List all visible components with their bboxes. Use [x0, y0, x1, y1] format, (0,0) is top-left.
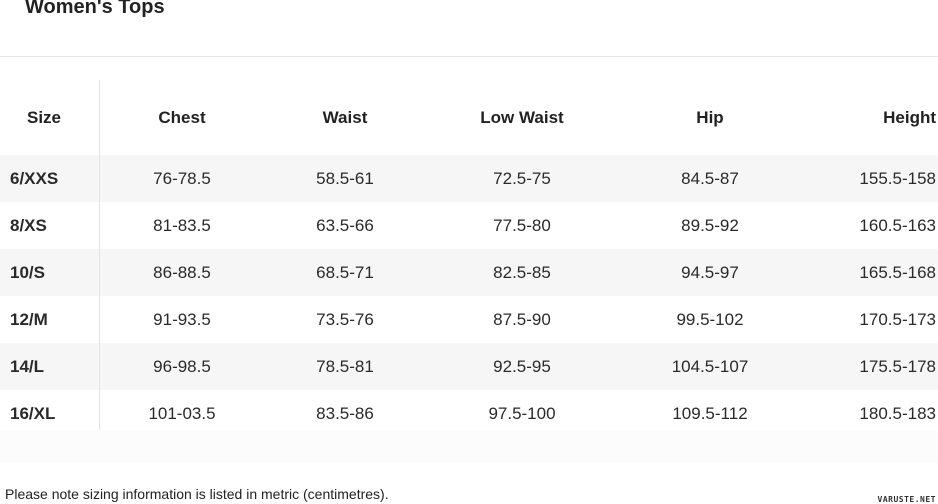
cell-low-waist: 82.5-85 — [493, 263, 551, 282]
divider — [0, 56, 938, 57]
cell-hip: 89.5-92 — [681, 216, 739, 235]
header-chest: Chest — [158, 108, 206, 127]
header-low-waist: Low Waist — [480, 108, 564, 127]
cell-height: 175.5-178 — [859, 357, 936, 376]
cell-low-waist: 97.5-100 — [488, 404, 556, 423]
cell-hip: 94.5-97 — [681, 263, 739, 282]
cell-size: 14/L — [10, 357, 45, 376]
cell-chest: 81-83.5 — [153, 216, 211, 235]
cell-size: 8/XS — [10, 216, 47, 235]
table-header-row: Size Chest Waist Low Waist Hip Height — [0, 80, 938, 155]
cell-size: 10/S — [10, 263, 45, 282]
cell-height: 160.5-163 — [859, 216, 936, 235]
cell-height: 155.5-158 — [859, 169, 936, 188]
cell-size: 12/M — [10, 310, 48, 329]
cell-hip: 99.5-102 — [676, 310, 744, 329]
cell-waist: 73.5-76 — [316, 310, 374, 329]
table-row: 14/L 96-98.5 78.5-81 92.5-95 104.5-107 175.5-… — [0, 343, 938, 390]
cell-low-waist: 92.5-95 — [493, 357, 551, 376]
cell-waist: 63.5-66 — [316, 216, 374, 235]
table-row: 10/S 86-88.5 68.5-71 82.5-85 94.5-97 165.5-16… — [0, 249, 938, 296]
cell-chest: 91-93.5 — [153, 310, 211, 329]
cell-low-waist: 72.5-75 — [493, 169, 551, 188]
cell-chest: 86-88.5 — [153, 263, 211, 282]
cell-chest: 101-03.5 — [148, 404, 216, 423]
cell-waist: 83.5-86 — [316, 404, 374, 423]
header-size: Size — [27, 108, 62, 127]
cell-low-waist: 87.5-90 — [493, 310, 551, 329]
header-hip: Hip — [696, 108, 724, 127]
cell-size: 16/XL — [10, 404, 56, 423]
cell-height: 180.5-183 — [859, 404, 936, 423]
cell-low-waist: 77.5-80 — [493, 216, 551, 235]
sizing-note: Please note sizing information is listed… — [5, 486, 389, 502]
cell-chest: 76-78.5 — [153, 169, 211, 188]
header-waist: Waist — [322, 108, 368, 127]
header-height: Height — [883, 108, 936, 127]
column-divider — [99, 80, 100, 430]
cell-height: 165.5-168 — [859, 263, 936, 282]
cell-hip: 109.5-112 — [672, 404, 748, 423]
cell-waist: 68.5-71 — [316, 263, 374, 282]
table-row: 12/M 91-93.5 73.5-76 87.5-90 99.5-102 170.5-1… — [0, 296, 938, 343]
cell-waist: 78.5-81 — [316, 357, 374, 376]
cell-size: 6/XXS — [10, 169, 59, 188]
cell-height: 170.5-173 — [859, 310, 936, 329]
page-title: Women's Tops — [25, 0, 165, 18]
cell-waist: 58.5-61 — [316, 169, 374, 188]
cell-hip: 104.5-107 — [671, 357, 749, 376]
cell-chest: 96-98.5 — [153, 357, 211, 376]
watermark: VARUSTE.NET — [877, 495, 936, 504]
table-row: 16/XL 101-03.5 83.5-86 97.5-100 109.5-112 180… — [0, 390, 938, 430]
table-row: 8/XS 81-83.5 63.5-66 77.5-80 89.5-92 160.5-16… — [0, 202, 938, 249]
table-footer-band — [0, 430, 938, 462]
cell-hip: 84.5-87 — [681, 169, 739, 188]
table-row: 6/XXS 76-78.5 58.5-61 72.5-75 84.5-87 155.5-1… — [0, 155, 938, 202]
